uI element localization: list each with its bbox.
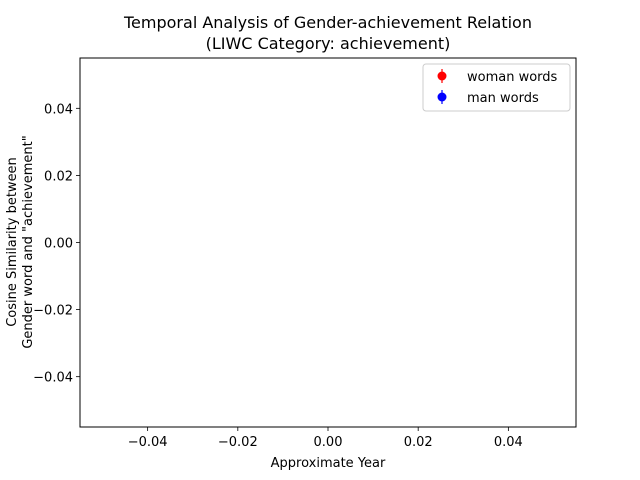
y-axis-label: Cosine Similarity between Gender word an…	[5, 135, 36, 348]
plot-area	[79, 57, 577, 428]
x-axis-ticks: −0.04 −0.02 0.00 0.02 0.04	[128, 427, 523, 450]
x-axis-label: Approximate Year	[271, 456, 386, 471]
legend-frame	[422, 63, 571, 112]
legend-label-woman-words: woman words	[467, 70, 558, 85]
legend-item-man-words: man words	[437, 90, 539, 106]
x-tick-label: 0.02	[404, 435, 433, 450]
y-tick-label: 0.04	[44, 102, 73, 117]
chart-title: Temporal Analysis of Gender-achievement …	[123, 13, 532, 32]
x-tick-label: 0.04	[494, 435, 523, 450]
x-tick-label: 0.00	[314, 435, 343, 450]
y-axis-ticks: 0.04 0.02 0.00 −0.02 −0.04	[33, 102, 80, 386]
legend-marker-woman-words	[437, 71, 447, 81]
x-tick-label: −0.04	[128, 435, 168, 450]
y-axis-label-line-1: Cosine Similarity between	[5, 157, 20, 327]
chart-subtitle: (LIWC Category: achievement)	[206, 34, 451, 53]
y-tick-label: 0.02	[44, 169, 73, 184]
legend: woman words man words	[422, 63, 571, 112]
legend-item-woman-words: woman words	[437, 69, 558, 85]
legend-marker-man-words	[437, 92, 447, 102]
legend-label-man-words: man words	[467, 91, 539, 106]
y-tick-label: 0.00	[44, 237, 73, 252]
y-axis-label-line-2: Gender word and "achievement"	[21, 135, 36, 348]
y-tick-label: −0.02	[33, 304, 73, 319]
x-tick-label: −0.02	[218, 435, 258, 450]
y-tick-label: −0.04	[33, 371, 73, 386]
